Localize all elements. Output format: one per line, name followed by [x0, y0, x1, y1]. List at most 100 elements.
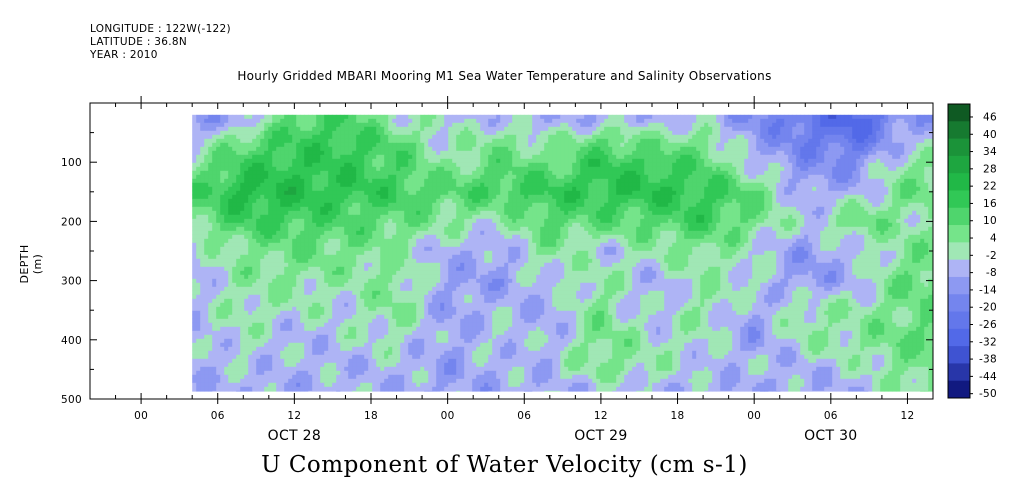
- heatmap-cell: [924, 214, 929, 220]
- heatmap-cell: [808, 174, 813, 180]
- heatmap-cell: [344, 118, 349, 124]
- heatmap-cell: [276, 190, 281, 196]
- heatmap-cell: [564, 166, 569, 172]
- heatmap-cell: [752, 154, 757, 160]
- heatmap-cell: [428, 150, 433, 156]
- heatmap-cell: [480, 206, 485, 212]
- heatmap-cell: [472, 214, 477, 220]
- heatmap-cell: [372, 150, 377, 156]
- heatmap-cell: [444, 122, 449, 128]
- heatmap-cell: [352, 118, 357, 124]
- heatmap-cell: [568, 126, 573, 132]
- heatmap-cell: [760, 150, 765, 156]
- heatmap-cell: [780, 146, 785, 152]
- heatmap-cell: [244, 114, 249, 120]
- heatmap-cell: [392, 166, 397, 172]
- heatmap-cell: [788, 122, 793, 128]
- heatmap-cell: [924, 166, 929, 172]
- heatmap-cell: [628, 126, 633, 132]
- heatmap-cell: [800, 210, 805, 216]
- heatmap-cell: [392, 114, 397, 120]
- heatmap-cell: [896, 170, 901, 176]
- heatmap-cell: [252, 170, 257, 176]
- heatmap-cell: [808, 202, 813, 208]
- heatmap-cell: [788, 138, 793, 144]
- heatmap-cell: [768, 182, 773, 188]
- heatmap-cell: [828, 134, 833, 140]
- heatmap-cell: [192, 210, 197, 216]
- heatmap-cell: [916, 214, 921, 220]
- heatmap-cell: [708, 166, 713, 172]
- heatmap-cell: [728, 146, 733, 152]
- heatmap-cell: [608, 146, 613, 152]
- heatmap-cell: [232, 126, 237, 132]
- heatmap-cell: [564, 182, 569, 188]
- heatmap-cell: [664, 202, 669, 208]
- heatmap-cell: [884, 122, 889, 128]
- heatmap-cell: [444, 182, 449, 188]
- heatmap-cell: [768, 138, 773, 144]
- heatmap-cell: [800, 122, 805, 128]
- heatmap-cell: [860, 114, 865, 120]
- heatmap-cell: [908, 182, 913, 188]
- heatmap-cell: [504, 170, 509, 176]
- heatmap-cell: [796, 150, 801, 156]
- heatmap-cell: [592, 130, 597, 136]
- heatmap-cell: [856, 126, 861, 132]
- heatmap-cell: [556, 130, 561, 136]
- heatmap-cell: [772, 214, 777, 220]
- heatmap-cell: [532, 182, 537, 188]
- heatmap-cell: [468, 166, 473, 172]
- heatmap-cell: [476, 134, 481, 140]
- heatmap-cell: [460, 186, 465, 192]
- heatmap-cell: [316, 130, 321, 136]
- heatmap-cell: [444, 114, 449, 120]
- heatmap-cell: [452, 162, 457, 168]
- heatmap-cell: [332, 154, 337, 160]
- heatmap-cell: [372, 190, 377, 196]
- heatmap-cell: [308, 218, 313, 224]
- heatmap-cell: [216, 154, 221, 160]
- heatmap-cell: [848, 198, 853, 204]
- heatmap-cell: [256, 130, 261, 136]
- heatmap-cell: [244, 214, 249, 220]
- heatmap-cell: [308, 186, 313, 192]
- heatmap-cell: [692, 130, 697, 136]
- heatmap-cell: [248, 166, 253, 172]
- heatmap-cell: [324, 134, 329, 140]
- heatmap-cell: [636, 162, 641, 168]
- heatmap-cell: [880, 210, 885, 216]
- heatmap-cell: [824, 162, 829, 168]
- heatmap-cell: [340, 138, 345, 144]
- heatmap-cell: [220, 134, 225, 140]
- heatmap-cell: [804, 178, 809, 184]
- heatmap-cell: [612, 218, 617, 224]
- heatmap-cell: [880, 158, 885, 164]
- heatmap-cell: [780, 130, 785, 136]
- heatmap-cell: [844, 162, 849, 168]
- heatmap-cell: [236, 202, 241, 208]
- heatmap-cell: [236, 130, 241, 136]
- heatmap-cell: [928, 158, 933, 164]
- heatmap-cell: [220, 202, 225, 208]
- heatmap-cell: [636, 122, 641, 128]
- heatmap-cell: [700, 146, 705, 152]
- heatmap-cell: [456, 154, 461, 160]
- heatmap-cell: [744, 142, 749, 148]
- heatmap-cell: [632, 142, 637, 148]
- heatmap-cell: [496, 114, 501, 120]
- heatmap-cell: [428, 126, 433, 132]
- heatmap-cell: [480, 210, 485, 216]
- heatmap-cell: [828, 198, 833, 204]
- heatmap-cell: [296, 114, 301, 120]
- heatmap-cell: [848, 186, 853, 192]
- heatmap-cell: [864, 126, 869, 132]
- heatmap-cell: [732, 138, 737, 144]
- heatmap-cell: [832, 150, 837, 156]
- heatmap-cell: [856, 170, 861, 176]
- heatmap-cell: [896, 174, 901, 180]
- heatmap-cell: [708, 130, 713, 136]
- heatmap-cell: [408, 182, 413, 188]
- heatmap-cell: [540, 214, 545, 220]
- heatmap-cell: [692, 154, 697, 160]
